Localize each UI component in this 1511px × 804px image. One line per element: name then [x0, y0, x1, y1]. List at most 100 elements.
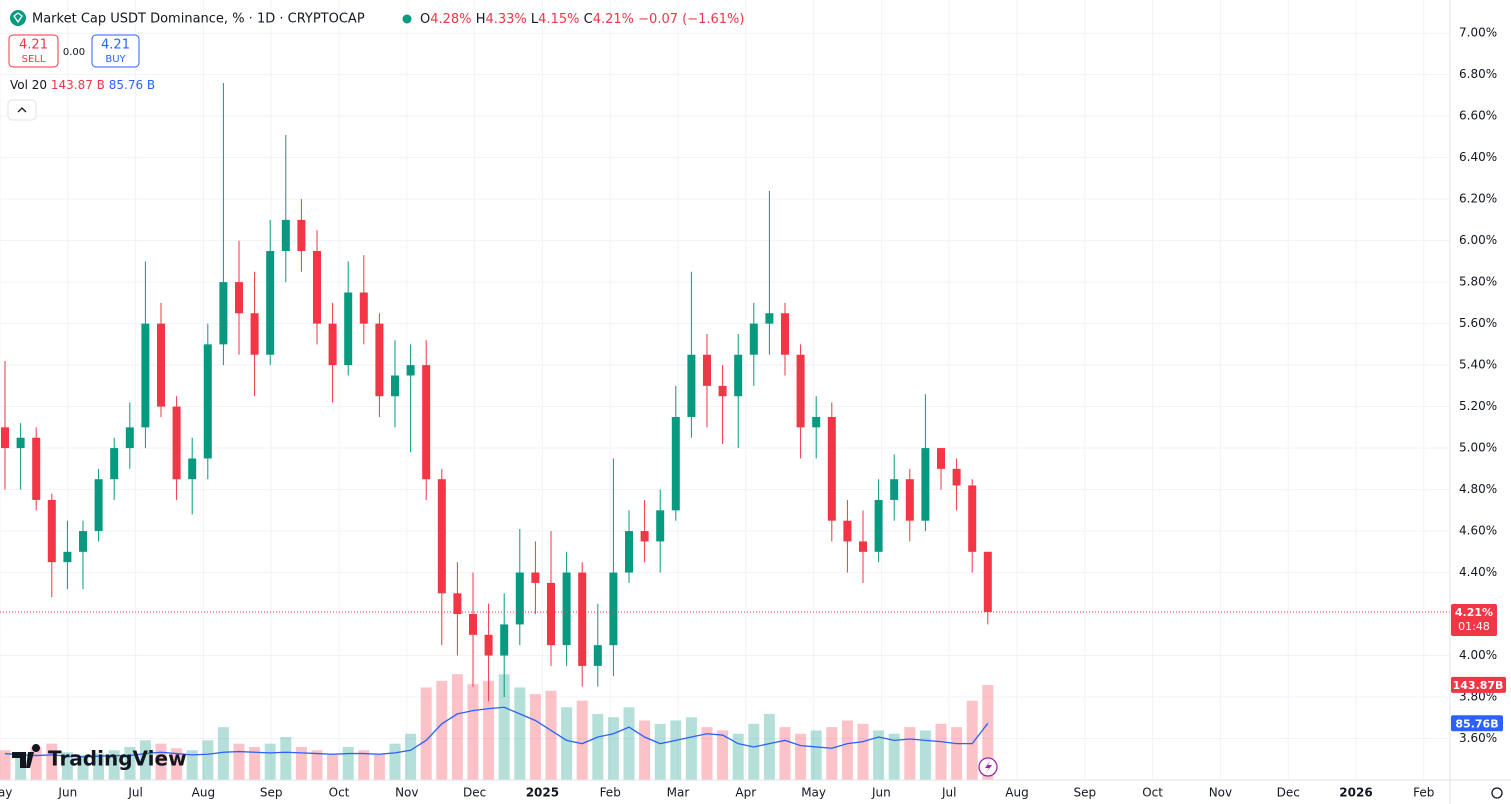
events-glyph — [985, 761, 992, 773]
candle-body — [79, 531, 87, 552]
candle-body — [297, 219, 306, 252]
volume-bar — [514, 687, 526, 780]
volume-bar — [919, 730, 931, 780]
volume-bar — [483, 680, 495, 780]
candle-body — [453, 593, 462, 615]
y-tick-label: 5.00% — [1459, 441, 1497, 455]
volume-bar — [561, 707, 573, 780]
x-tick-label: Dec — [1277, 786, 1300, 800]
last-price-label: 4.21% — [1455, 606, 1493, 619]
x-tick-label: Aug — [192, 786, 215, 800]
collapse-button[interactable] — [7, 99, 37, 121]
candle-body — [531, 572, 540, 583]
y-tick-label: 6.60% — [1459, 109, 1497, 123]
x-tick-label: Jun — [871, 786, 891, 800]
candle-body — [235, 282, 243, 314]
volume-bar — [639, 720, 651, 780]
y-tick-label: 5.20% — [1459, 399, 1497, 413]
chart-title[interactable]: Market Cap USDT Dominance, % · 1D · CRYP… — [32, 12, 365, 27]
candle-body — [827, 416, 836, 521]
candle-body — [125, 427, 134, 449]
candle-body — [687, 354, 696, 417]
volume-ma-box — [1451, 715, 1503, 732]
volume-bar — [311, 750, 323, 780]
x-tick-label: 2025 — [526, 786, 559, 800]
candle-body — [562, 572, 571, 646]
ohlc-legend: O4.28% H4.33% L4.15% C4.21% −0.07 (−1.61… — [420, 12, 744, 27]
volume-legend-ma: 85.76 B — [109, 78, 155, 92]
volume-legend-value: 143.87 B — [51, 78, 105, 92]
candle-body — [32, 437, 41, 500]
y-tick-label: 4.80% — [1459, 482, 1497, 496]
volume-bar — [966, 700, 978, 780]
collapse-icon — [17, 107, 27, 113]
volume-bar — [93, 753, 105, 780]
volume-bar — [623, 707, 635, 780]
x-tick-label: May — [0, 786, 12, 800]
symbol-icon[interactable] — [10, 10, 26, 26]
buy-button[interactable] — [91, 34, 140, 68]
ohlc-label: L — [531, 12, 539, 27]
candle-body — [16, 437, 25, 449]
volume-bar — [779, 727, 791, 780]
x-tick-label: Nov — [395, 786, 418, 800]
x-tick-label: Oct — [1142, 786, 1163, 800]
volume-bar — [935, 723, 947, 780]
candle-body — [469, 614, 477, 635]
volume-bar — [61, 752, 73, 780]
candle-body — [500, 624, 509, 656]
candle-body — [63, 551, 72, 563]
volume-bar — [951, 727, 963, 780]
candle-body — [874, 499, 883, 552]
volume-bar — [295, 746, 307, 780]
candle-body — [671, 416, 680, 511]
volume-bar — [186, 750, 198, 780]
spread: 0.00 — [63, 47, 85, 58]
candle-body — [391, 375, 399, 397]
candle-body — [952, 468, 961, 486]
settings-button[interactable] — [1491, 787, 1503, 799]
volume-bar — [576, 700, 588, 780]
volume-bar — [826, 727, 838, 780]
x-tick-label: Sep — [1073, 786, 1096, 800]
volume-bar — [795, 733, 807, 780]
volume-bar — [857, 723, 869, 780]
candle-body — [188, 458, 197, 480]
logo[interactable]: TradingView — [12, 743, 187, 771]
candle-body — [734, 354, 743, 397]
x-tick-label: Jun — [57, 786, 77, 800]
market-status[interactable] — [402, 14, 412, 24]
candle-body — [749, 323, 758, 355]
sell-button[interactable] — [8, 34, 59, 68]
ohlc-label: H — [476, 12, 486, 27]
volume-bar — [888, 733, 900, 780]
volume-last-label: 143.87B — [1453, 679, 1504, 692]
candle-body — [609, 572, 618, 646]
candle-body — [47, 499, 56, 563]
candle-body — [281, 219, 290, 252]
ohlc-label: C — [584, 12, 593, 27]
volume-bar — [498, 674, 510, 780]
volume-bar — [233, 743, 245, 780]
volume-bar — [30, 746, 42, 780]
volume-legend-label[interactable]: Vol 20 — [10, 78, 47, 92]
x-tick-label: Sep — [260, 786, 283, 800]
candle-body — [1, 427, 9, 449]
candle-body — [640, 531, 649, 542]
ohlc-value: 4.33% — [485, 12, 526, 27]
buy-price: 4.21 — [101, 38, 130, 53]
candle-body — [406, 365, 415, 376]
volume-bar — [451, 674, 463, 780]
candle-body — [703, 354, 711, 386]
volume-bar — [670, 720, 682, 780]
volume-bar — [373, 753, 385, 780]
y-tick-label: 7.00% — [1459, 26, 1497, 40]
y-tick-label: 5.60% — [1459, 316, 1497, 330]
volume-bar — [982, 684, 994, 780]
candle-body — [313, 251, 321, 324]
candle-body — [250, 313, 259, 355]
volume-bar — [732, 733, 744, 780]
candle-body — [266, 251, 275, 355]
sell-label: SELL — [22, 54, 46, 65]
y-tick-label: 4.40% — [1459, 565, 1497, 579]
